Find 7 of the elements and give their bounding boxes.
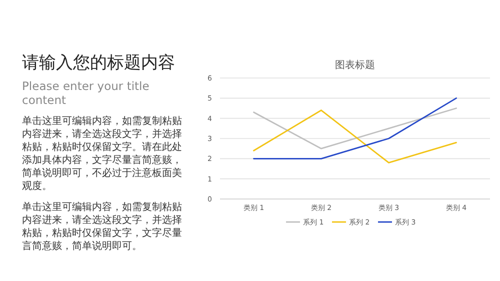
line-series bbox=[253, 108, 457, 150]
text: Please enter your title content bbox=[22, 79, 150, 107]
text: 单击这里可编辑内容，如需复制粘贴内容进来，请全选这段文字，并选择粘贴，粘贴时仅保留文字，文字尽量言简意赅，简单说明即可。 bbox=[22, 201, 183, 253]
text: 单击这里可编辑内容，如需复制粘贴内容进来，请全选这段文字，并选择粘贴，粘贴时仅保留文字。请在此处添加具体内容，文字尽量言简意赅，简单说明即可，不必过于注意板面美观度。 bbox=[22, 115, 183, 193]
chart-title: 图表标题 bbox=[335, 59, 375, 71]
text: 请输入您的标题内容 bbox=[22, 52, 176, 74]
line-series bbox=[253, 110, 457, 164]
